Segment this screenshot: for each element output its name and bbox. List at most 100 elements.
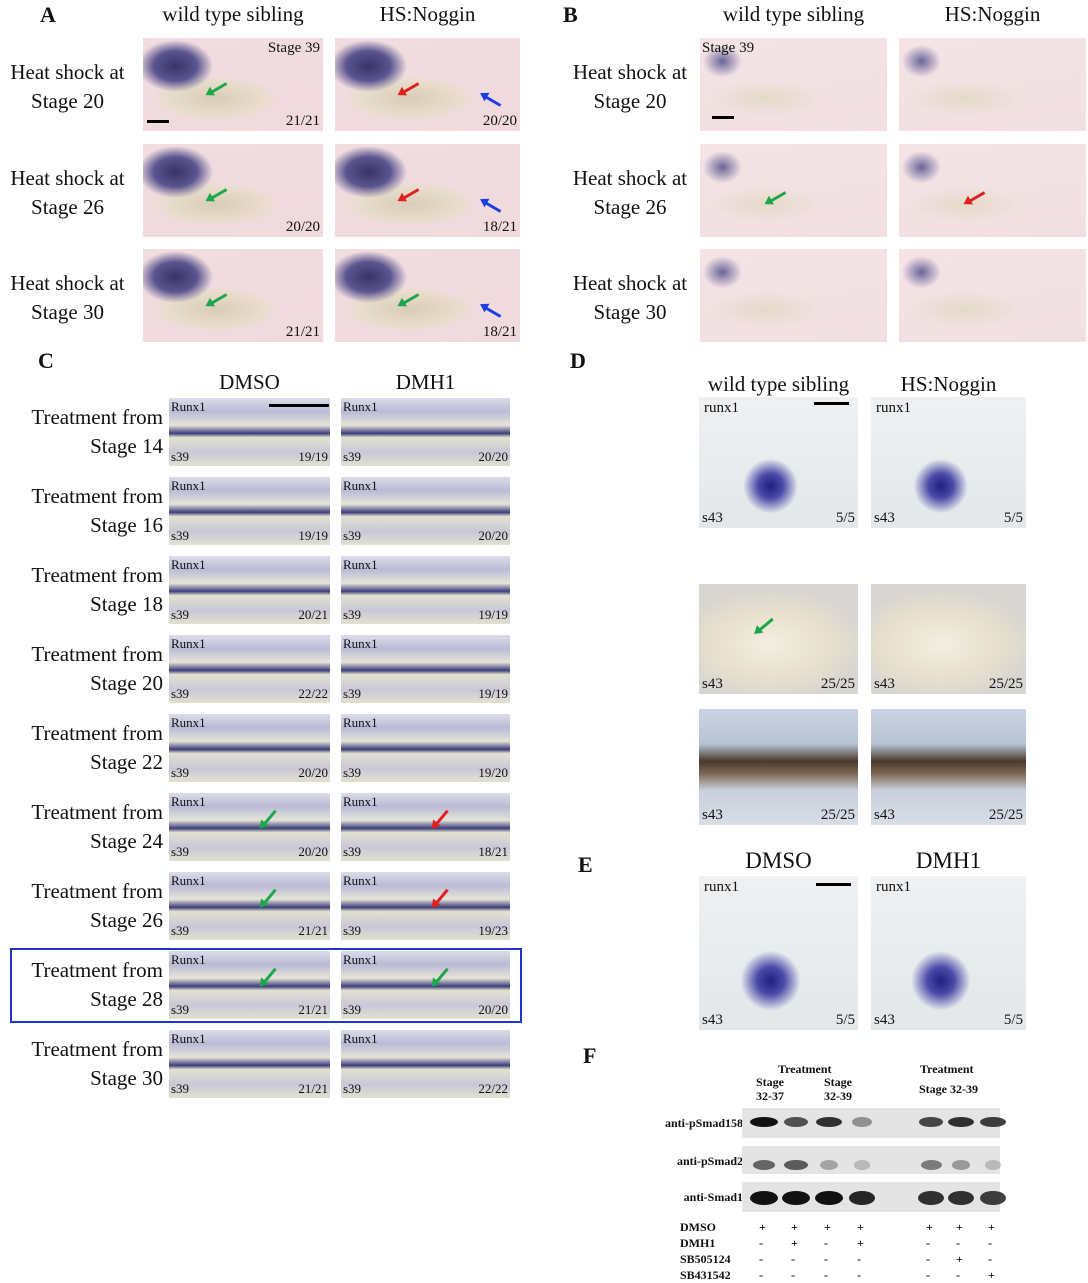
count-label: 25/25 (820, 676, 855, 692)
in-situ-image: Runx1 s39 19/19 (341, 635, 510, 703)
stage-label: s43 (874, 807, 895, 823)
count-label: 22/22 (478, 1081, 508, 1096)
group-title: Treatment (778, 1062, 832, 1076)
count-label: 21/21 (298, 1081, 328, 1096)
red-arrow-icon (961, 191, 986, 209)
treatment-value: + (759, 1220, 766, 1234)
green-arrow-icon (762, 191, 787, 209)
column-header: HS:Noggin (900, 372, 997, 396)
count-label: 5/5 (1003, 1012, 1023, 1028)
column-header: wild type sibling (707, 372, 850, 396)
stage-label: s39 (171, 449, 190, 464)
treatment-label: SB431542 (680, 1268, 731, 1282)
protein-band (980, 1191, 1006, 1205)
blot-label: anti-pSmad158 (664, 1116, 743, 1130)
tissue-image: s43 25/25 (699, 709, 858, 825)
in-situ-image: Runx1 s39 19/19 (169, 477, 330, 545)
protein-band (750, 1191, 778, 1205)
green-arrow-icon (395, 293, 420, 311)
stage-label: s39 (171, 528, 190, 543)
in-situ-image: Runx1 s39 20/20 (341, 951, 510, 1019)
treatment-value: + (988, 1220, 995, 1234)
gene-label: Runx1 (343, 794, 378, 809)
row-label: Heat shock at Stage 20 (572, 60, 688, 113)
count-label: 18/21 (478, 844, 508, 859)
green-arrow-icon (203, 82, 228, 100)
count-label: 20/20 (298, 844, 328, 859)
treatment-value: - (857, 1268, 861, 1282)
embryo-image (700, 144, 887, 237)
row-label-line2: Stage 20 (90, 671, 163, 695)
treatment-label: SB505124 (680, 1252, 731, 1266)
row-label-line2: Stage 14 (90, 434, 163, 458)
count-label: 22/22 (298, 686, 328, 701)
gene-label: Runx1 (343, 399, 378, 414)
arrowhead (961, 195, 973, 209)
row-label: Heat shock at Stage 30 (10, 271, 125, 324)
stage-label: s43 (874, 676, 895, 692)
row-label: Heat shock at Stage 20 (10, 60, 125, 113)
row-label-line1: Treatment from (31, 1037, 163, 1061)
blot-label: anti-Smad1 (683, 1190, 743, 1204)
embryo-image: 18/21 (335, 144, 520, 237)
arrowhead (255, 819, 269, 832)
protein-band (784, 1160, 808, 1170)
column-header: wild type sibling (162, 2, 304, 26)
treatment-value: + (988, 1268, 995, 1282)
arrowhead (477, 299, 490, 313)
arrowhead (477, 88, 490, 102)
count-label: 21/21 (298, 923, 328, 938)
gene-label: Runx1 (343, 557, 378, 572)
protein-band (816, 1117, 842, 1127)
green-arrow-icon (203, 188, 228, 206)
count-label: 20/20 (298, 765, 328, 780)
row-label-line2: Stage 22 (90, 750, 163, 774)
stage-label: s39 (171, 686, 190, 701)
count-label: 21/21 (285, 324, 320, 340)
protein-band (948, 1117, 974, 1127)
treatment-value: + (956, 1220, 963, 1234)
tissue-image: s43 25/25 (871, 709, 1026, 825)
tissue-image: runx1 s43 5/5 (871, 876, 1026, 1030)
arrowhead (203, 86, 215, 100)
panel-label-e: E (578, 852, 593, 877)
count-label: 19/23 (478, 923, 508, 938)
count-label: 5/5 (835, 510, 855, 526)
protein-band (920, 1160, 942, 1170)
gene-label: runx1 (876, 400, 911, 416)
stage-label: Stage 39 (702, 40, 755, 56)
gene-label: Runx1 (171, 715, 206, 730)
scale-bar (816, 883, 851, 886)
embryo-image: 21/21 (143, 249, 323, 342)
treatment-value: - (824, 1268, 828, 1282)
in-situ-image: Runx1 s39 19/19 (169, 398, 330, 466)
count-label: 20/20 (285, 219, 320, 235)
row-label-line1: Treatment from (31, 721, 163, 745)
arrowhead (203, 297, 215, 311)
panel-label-c: C (38, 348, 54, 373)
stage-label: s39 (343, 449, 362, 464)
stage-label: s39 (171, 607, 190, 622)
row-label-line1: Treatment from (31, 879, 163, 903)
gene-label: runx1 (876, 879, 911, 895)
group-stage: Stage (824, 1075, 852, 1089)
in-situ-image: Runx1 s39 20/20 (169, 793, 330, 861)
treatment-value: + (926, 1220, 933, 1234)
stage-label: s43 (702, 676, 723, 692)
count-label: 21/21 (298, 1002, 328, 1017)
scale-bar (814, 402, 849, 405)
protein-band (848, 1191, 876, 1205)
count-label: 19/19 (478, 607, 508, 622)
red-arrow-icon (427, 888, 449, 911)
treatment-value: + (956, 1252, 963, 1266)
panel-label-b: B (563, 2, 578, 27)
treatment-value: + (791, 1236, 798, 1250)
scale-bar (269, 404, 329, 407)
arrowhead (395, 297, 407, 311)
stage-label: s43 (874, 510, 895, 526)
panel-label-d: D (570, 348, 586, 373)
stage-label: s39 (343, 1081, 362, 1096)
row-label: Heat shock at Stage 26 (10, 166, 125, 219)
treatment-value: - (956, 1236, 960, 1250)
in-situ-image: Runx1 s39 22/22 (341, 1030, 510, 1098)
